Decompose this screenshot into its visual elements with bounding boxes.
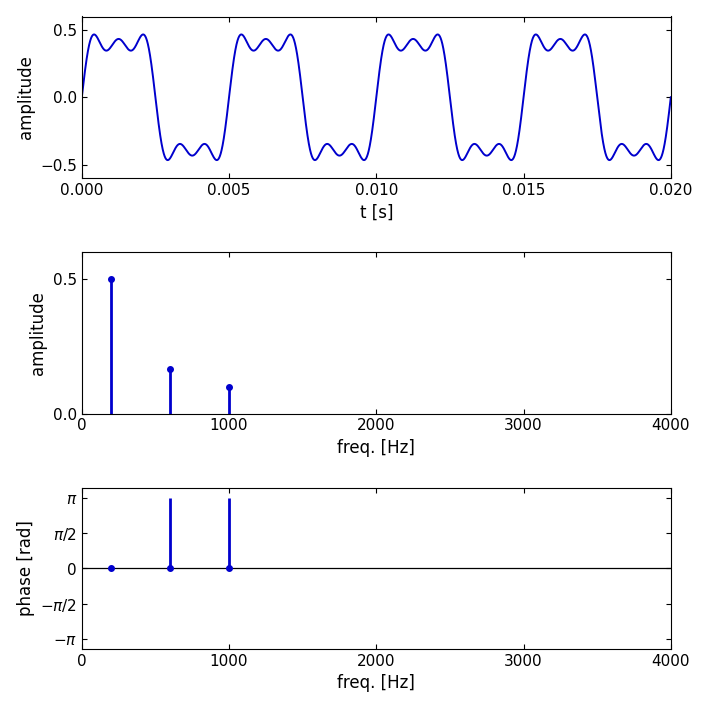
- X-axis label: freq. [Hz]: freq. [Hz]: [337, 674, 415, 693]
- Y-axis label: amplitude: amplitude: [16, 55, 35, 139]
- Y-axis label: phase [rad]: phase [rad]: [16, 520, 35, 616]
- Y-axis label: amplitude: amplitude: [29, 291, 48, 375]
- X-axis label: freq. [Hz]: freq. [Hz]: [337, 439, 415, 457]
- X-axis label: t [s]: t [s]: [359, 203, 393, 221]
